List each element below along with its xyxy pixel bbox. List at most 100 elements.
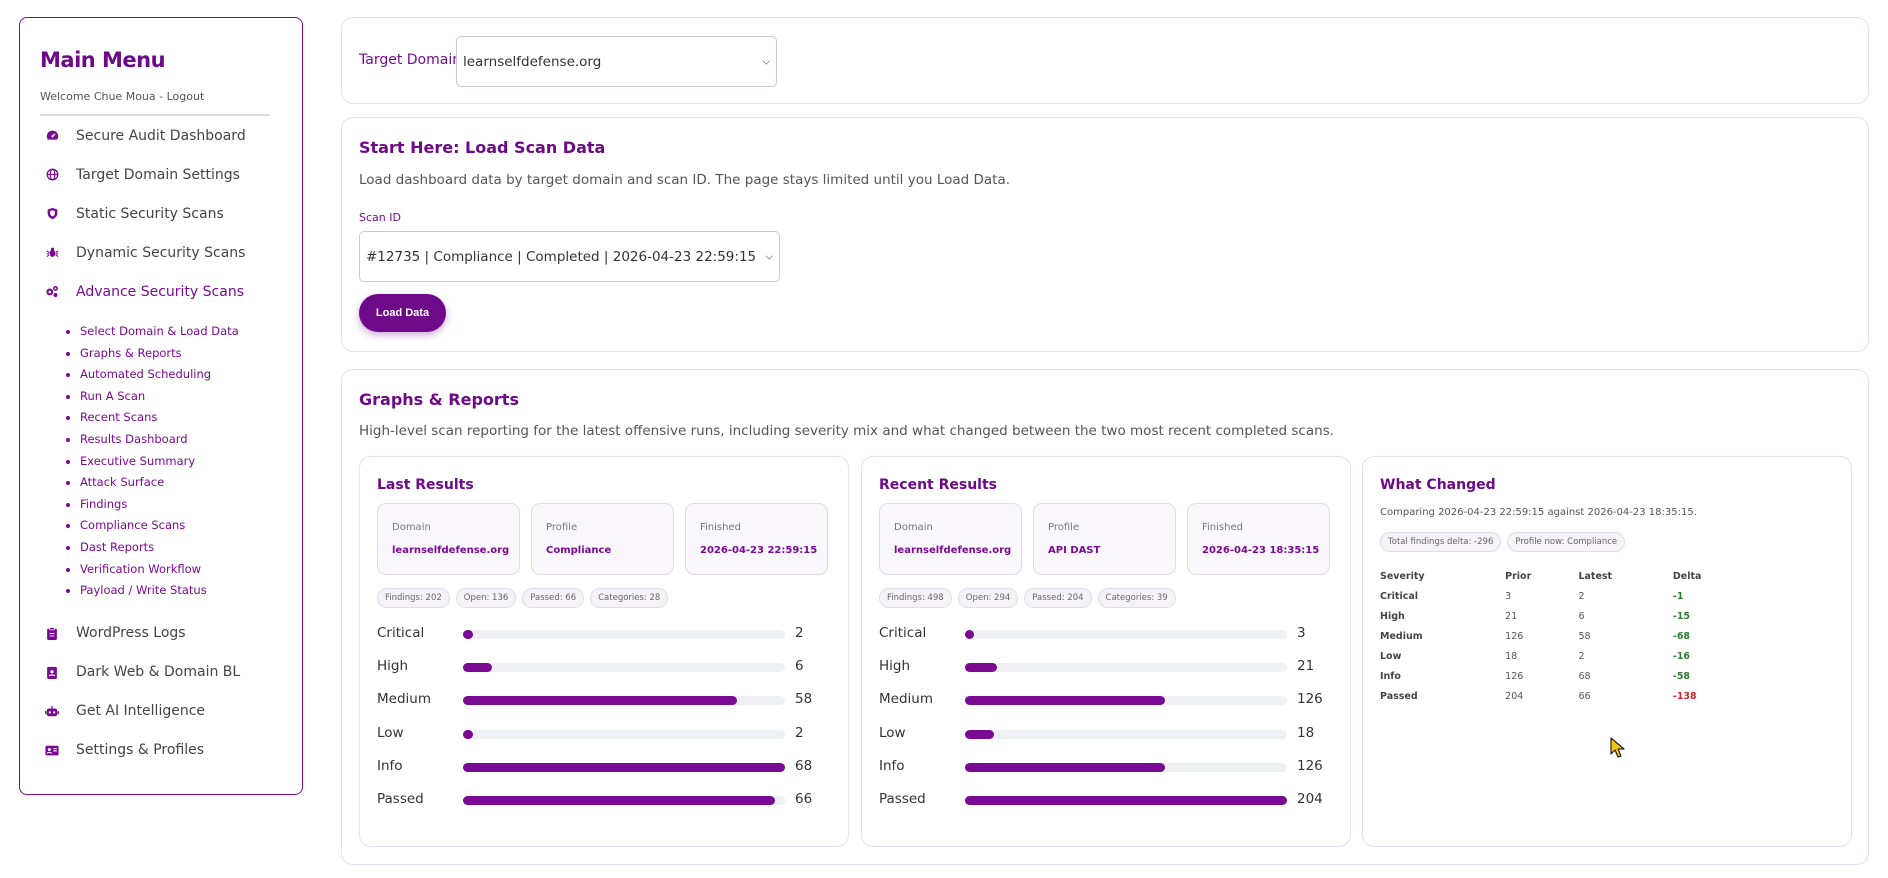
- bar-fill: [965, 630, 974, 639]
- cell-latest: 6: [1578, 610, 1585, 622]
- welcome-logout-link[interactable]: Welcome Chue Moua - Logout: [40, 90, 270, 116]
- bar-track: [965, 762, 1287, 772]
- submenu-executive-summary[interactable]: Executive Summary: [80, 451, 282, 473]
- sidebar-item-get-ai-intelligence[interactable]: Get AI Intelligence: [40, 692, 282, 731]
- bar-value: 58: [795, 691, 813, 708]
- cell-delta: -68: [1672, 630, 1691, 642]
- table-row: Medium 126 58 -68: [1380, 626, 1753, 646]
- load-scan-data-description: Load dashboard data by target domain and…: [359, 172, 1011, 188]
- submenu-select-domain-load-data[interactable]: Select Domain & Load Data: [80, 321, 282, 343]
- cell-prior: 18: [1505, 650, 1518, 662]
- cell-severity: Info: [1380, 670, 1401, 682]
- cell-latest: 68: [1578, 670, 1591, 682]
- table-row: Passed 204 66 -138: [1380, 686, 1753, 706]
- recent-profile-box: Profile API DAST: [1033, 503, 1176, 575]
- profile-now-pill: Profile now: Compliance: [1507, 532, 1626, 552]
- bar-value: 66: [795, 790, 813, 807]
- col-prior: Prior: [1505, 570, 1532, 582]
- bar-value: 126: [1297, 757, 1323, 774]
- last-finished-label: Finished: [700, 522, 741, 533]
- bar-fill: [463, 795, 776, 805]
- cell-severity: Critical: [1380, 590, 1419, 602]
- clipboard-icon: [45, 626, 59, 640]
- sidebar-item-label: WordPress Logs: [76, 625, 186, 642]
- target-domain-select[interactable]: learnselfdefense.org ⌵: [456, 36, 777, 87]
- submenu-payload-write-status[interactable]: Payload / Write Status: [80, 580, 282, 602]
- scan-id-select[interactable]: #12735 | Compliance | Completed | 2026-0…: [359, 231, 780, 282]
- cell-latest: 2: [1578, 650, 1585, 662]
- sidebar-item-label: Advance Security Scans: [76, 283, 244, 300]
- submenu-findings[interactable]: Findings: [80, 494, 282, 516]
- total-delta-pill: Total findings delta: -296: [1380, 532, 1502, 552]
- submenu-dast-reports[interactable]: Dast Reports: [80, 537, 282, 559]
- sidebar-item-label: Get AI Intelligence: [76, 703, 206, 720]
- bar-track: [463, 795, 785, 805]
- submenu-recent-scans[interactable]: Recent Scans: [80, 407, 282, 429]
- categories-pill: Categories: 39: [1097, 588, 1176, 608]
- graphs-reports-title: Graphs & Reports: [359, 390, 519, 409]
- sidebar-item-wordpress-logs[interactable]: WordPress Logs: [40, 614, 282, 653]
- submenu-verification-workflow[interactable]: Verification Workflow: [80, 559, 282, 581]
- cell-latest: 2: [1578, 590, 1585, 602]
- bar-fill: [463, 696, 737, 706]
- bar-track: [463, 729, 785, 739]
- recent-finished-value: 2026-04-23 18:35:15: [1202, 545, 1320, 556]
- sidebar-item-label: Static Security Scans: [76, 205, 224, 222]
- recent-profile-label: Profile: [1048, 522, 1080, 533]
- bar-fill: [463, 729, 473, 739]
- submenu-compliance-scans[interactable]: Compliance Scans: [80, 515, 282, 537]
- bar-label: Critical: [377, 625, 425, 641]
- sidebar-item-target-domain-settings[interactable]: Target Domain Settings: [40, 155, 282, 194]
- scan-id-label: Scan ID: [359, 211, 401, 224]
- bar-row-info: Info 126: [879, 756, 1323, 789]
- bar-label: Info: [879, 757, 905, 774]
- cell-prior: 126: [1505, 670, 1524, 682]
- bug-icon: [45, 246, 59, 260]
- bar-track: [965, 795, 1287, 805]
- comparing-text: Comparing 2026-04-23 22:59:15 against 20…: [1380, 507, 1697, 518]
- recent-severity-bars: Critical 3 High 21 Medium 126 Low 18 Info 126…: [879, 623, 1323, 822]
- recent-results-panel: Recent Results Domain learnselfdefense.o…: [861, 456, 1351, 847]
- sidebar-item-settings-profiles[interactable]: Settings & Profiles: [40, 731, 282, 770]
- bar-row-high: High 21: [879, 656, 1319, 689]
- cell-severity: High: [1380, 610, 1405, 622]
- last-domain-box: Domain learnselfdefense.org: [377, 503, 520, 575]
- sidebar-title: Main Menu: [40, 48, 166, 72]
- bar-label: Passed: [879, 790, 926, 807]
- load-scan-data-title: Start Here: Load Scan Data: [359, 138, 606, 157]
- sidebar-item-label: Dynamic Security Scans: [76, 244, 246, 261]
- table-row: High 21 6 -15: [1380, 606, 1753, 626]
- bar-fill: [463, 663, 492, 673]
- what-changed-title: What Changed: [1380, 477, 1496, 493]
- bar-value: 21: [1297, 658, 1315, 675]
- submenu-results-dashboard[interactable]: Results Dashboard: [80, 429, 282, 451]
- bar-value: 18: [1297, 724, 1315, 741]
- load-data-button[interactable]: Load Data: [359, 294, 446, 332]
- col-delta: Delta: [1672, 570, 1702, 582]
- bar-track: [463, 696, 785, 706]
- recent-domain-label: Domain: [894, 522, 933, 533]
- bar-track: [965, 663, 1287, 673]
- bar-row-passed: Passed 66: [377, 789, 817, 822]
- bar-label: Info: [377, 757, 403, 774]
- submenu-automated-scheduling[interactable]: Automated Scheduling: [80, 364, 282, 386]
- bar-track: [965, 696, 1287, 706]
- cell-delta: -1: [1672, 590, 1684, 602]
- submenu-graphs-reports[interactable]: Graphs & Reports: [80, 343, 282, 365]
- bar-label: Medium: [879, 691, 933, 708]
- target-domain-card: Target Domain learnselfdefense.org ⌵: [341, 17, 1869, 104]
- recent-finished-label: Finished: [1202, 522, 1243, 533]
- recent-profile-value: API DAST: [1048, 545, 1101, 556]
- load-scan-data-card: Start Here: Load Scan Data Load dashboar…: [341, 117, 1869, 352]
- submenu-run-a-scan[interactable]: Run A Scan: [80, 386, 282, 408]
- mouse-cursor-icon: [1610, 737, 1626, 763]
- submenu-attack-surface[interactable]: Attack Surface: [80, 472, 282, 494]
- sidebar-item-advance-security-scans[interactable]: Advance Security Scans: [40, 272, 282, 311]
- sidebar-item-secure-audit-dashboard[interactable]: Secure Audit Dashboard: [40, 116, 282, 155]
- sidebar-item-static-security-scans[interactable]: Static Security Scans: [40, 194, 282, 233]
- bar-row-low: Low 2: [377, 723, 817, 756]
- target-domain-label: Target Domain: [359, 52, 462, 68]
- sidebar-item-dynamic-security-scans[interactable]: Dynamic Security Scans: [40, 233, 282, 272]
- sidebar-item-dark-web-domain-bl[interactable]: Dark Web & Domain BL: [40, 653, 282, 692]
- bar-fill: [965, 762, 1165, 772]
